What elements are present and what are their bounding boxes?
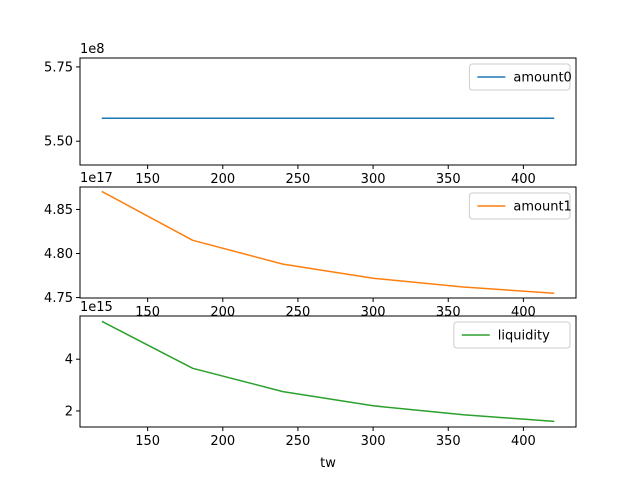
- x-tick-label: 200: [210, 172, 235, 187]
- x-tick-label: 250: [286, 172, 311, 187]
- legend: liquidity: [453, 321, 571, 349]
- legend-label: amount0: [513, 71, 571, 86]
- subplot-1: 150 200 250 300 350 400 5.50 5.75 1e8 amount0: [44, 42, 577, 187]
- y-offset-label: 1e8: [80, 42, 105, 57]
- x-tick-label: 350: [436, 172, 461, 187]
- subplot-2: 150 200 250 300 350 400 4.75 4.80 4.85 1e17 amount…: [44, 171, 577, 320]
- y-tick-label: 4.80: [44, 247, 73, 262]
- x-tick-label: 200: [210, 434, 235, 449]
- x-tick-label: 200: [210, 305, 235, 320]
- x-tick-label: 300: [361, 305, 386, 320]
- legend-label: amount1: [513, 200, 571, 215]
- y-offset-label: 1e15: [80, 300, 113, 315]
- x-tick-label: 150: [135, 434, 160, 449]
- subplot-3: 150 200 250 300 350 400 2 4 1e15 liquidity tw: [65, 300, 577, 471]
- y-tick-label: 5.75: [44, 60, 73, 75]
- x-tick-label: 300: [361, 434, 386, 449]
- legend: amount0: [468, 63, 572, 91]
- y-offset-label: 1e17: [80, 171, 113, 186]
- series-line-liquidity: [101, 320, 555, 423]
- y-tick-label: 2: [65, 404, 73, 419]
- axes-frame: [79, 57, 577, 166]
- legend-box: [468, 63, 571, 91]
- axes-frame: [79, 315, 577, 428]
- series-line-amount1: [101, 190, 555, 294]
- x-tick-label: 350: [436, 305, 461, 320]
- legend-label: liquidity: [498, 329, 550, 344]
- y-tick-label: 4: [65, 353, 73, 368]
- legend-box: [453, 321, 571, 349]
- x-tick-label: 400: [511, 172, 536, 187]
- y-tick-label: 4.75: [44, 291, 73, 306]
- legend: amount1: [468, 192, 572, 220]
- x-tick-label: 150: [135, 172, 160, 187]
- axes-frame: [79, 186, 577, 299]
- x-tick-label: 250: [286, 434, 311, 449]
- x-tick-label: 150: [135, 305, 160, 320]
- x-tick-label: 400: [511, 305, 536, 320]
- x-axis-label: tw: [320, 456, 336, 471]
- y-tick-label: 5.50: [44, 135, 73, 150]
- legend-box: [468, 192, 571, 220]
- y-tick-label: 4.85: [44, 203, 73, 218]
- x-tick-label: 400: [511, 434, 536, 449]
- x-tick-label: 350: [436, 434, 461, 449]
- x-tick-label: 300: [361, 172, 386, 187]
- x-tick-label: 250: [286, 305, 311, 320]
